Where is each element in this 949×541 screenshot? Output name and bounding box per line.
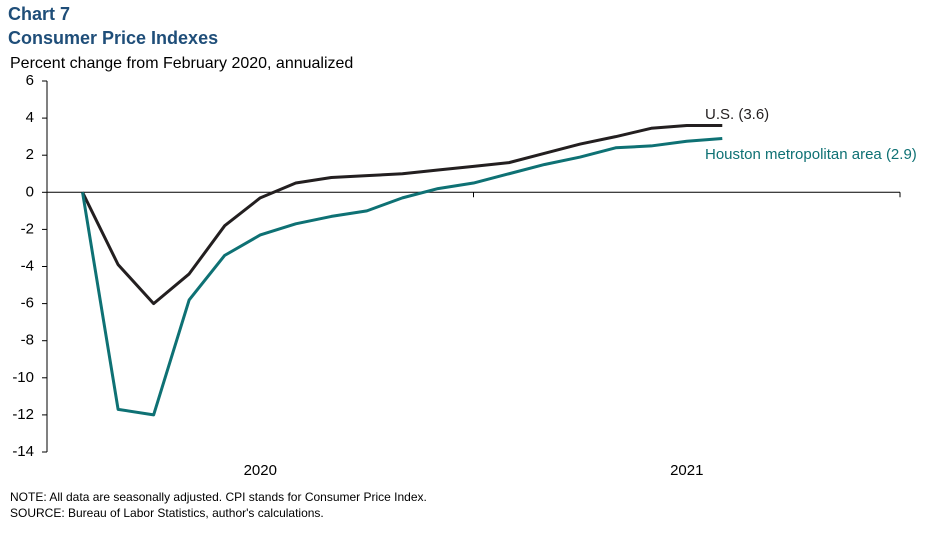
line-series bbox=[81, 124, 723, 306]
line-series bbox=[81, 137, 723, 417]
y-tick-label: -8 bbox=[21, 332, 34, 349]
y-tick-label: -12 bbox=[12, 406, 34, 423]
chart-title: Chart 7 bbox=[8, 4, 70, 24]
y-tick-label: -2 bbox=[21, 220, 34, 237]
y-tick-label: -4 bbox=[21, 257, 34, 274]
chart-subtitle: Consumer Price Indexes bbox=[8, 28, 218, 48]
y-tick-label: 6 bbox=[26, 72, 34, 89]
source: SOURCE: Bureau of Labor Statistics, auth… bbox=[10, 506, 324, 520]
y-tick-label: 0 bbox=[26, 183, 34, 200]
y-axis-label: Percent change from February 2020, annua… bbox=[10, 55, 353, 72]
y-tick-label: -10 bbox=[12, 369, 34, 386]
y-tick-label: 4 bbox=[26, 109, 34, 126]
x-tick-label: 2020 bbox=[244, 462, 277, 479]
note: NOTE: All data are seasonally adjusted. … bbox=[10, 490, 427, 504]
y-tick-label: -14 bbox=[12, 443, 34, 460]
y-tick-label: -6 bbox=[21, 295, 34, 312]
series-label: U.S. (3.6) bbox=[705, 106, 769, 123]
x-tick-label: 2021 bbox=[670, 462, 703, 479]
y-tick-label: 2 bbox=[26, 146, 34, 163]
series-label: Houston metropolitan area (2.9) bbox=[705, 146, 917, 163]
